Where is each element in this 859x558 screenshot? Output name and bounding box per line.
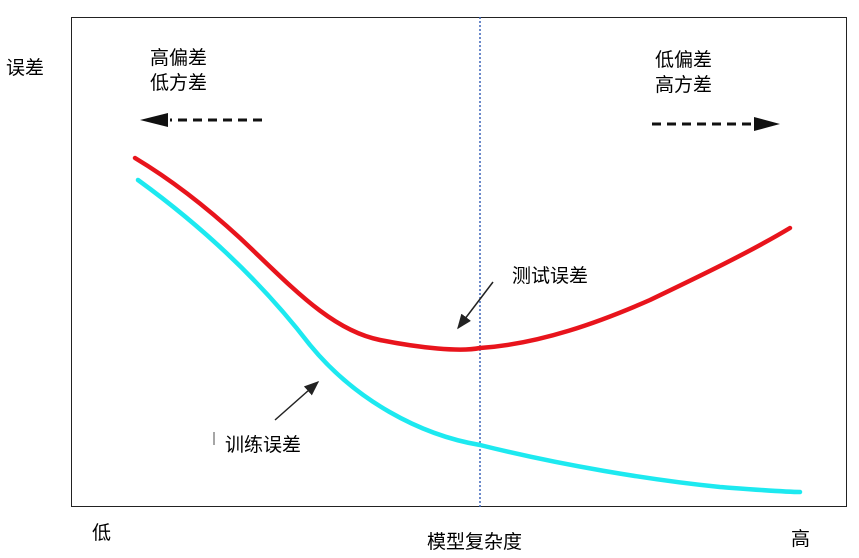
right-region-label: 低偏差 高方差 [655, 48, 712, 98]
x-low-label: 低 [92, 522, 112, 544]
right-region-line1: 低偏差 [655, 49, 713, 71]
left-region-label: 高偏差 低方差 [150, 46, 207, 96]
left-region-line2: 低方差 [150, 72, 208, 94]
x-axis-label: 模型复杂度 [427, 531, 523, 553]
left-region-line1: 高偏差 [150, 47, 208, 69]
test-error-pointer-arrow [457, 281, 494, 330]
dashed-arrow-left-icon [140, 113, 262, 127]
test-error-curve [132, 155, 793, 352]
y-axis-label: 误差 [6, 57, 45, 79]
right-region-line2: 高方差 [655, 74, 713, 96]
dashed-arrow-right-icon [652, 117, 780, 131]
train-error-label: 训练误差 [225, 434, 302, 456]
plot-frame [71, 17, 847, 507]
train-error-pointer-arrow [274, 381, 320, 421]
x-high-label: 高 [791, 528, 811, 550]
test-error-label: 测试误差 [512, 265, 589, 287]
train-error-curve [135, 177, 803, 495]
